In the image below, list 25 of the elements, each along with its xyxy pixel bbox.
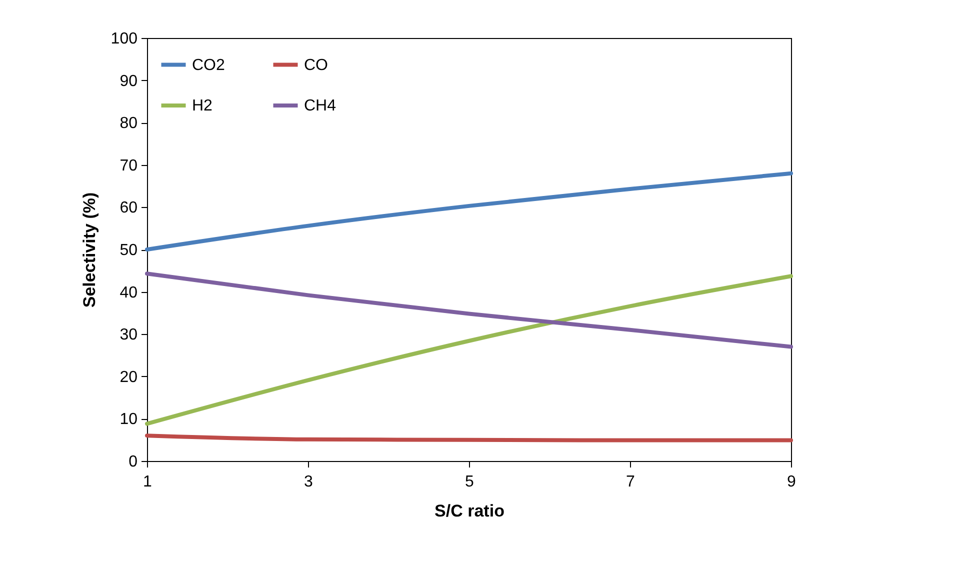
y-tick-label: 80: [120, 115, 138, 132]
line-series: [145, 171, 793, 252]
legend-label: CO: [304, 56, 328, 74]
legend-label: CO2: [192, 56, 225, 74]
x-axis-title: S/C ratio: [434, 502, 504, 520]
y-axis-title: Selectivity (%): [80, 192, 99, 308]
line-series: [145, 272, 793, 349]
x-tick-label: 3: [304, 474, 314, 490]
y-tick-label: 70: [120, 157, 138, 174]
line-series: [145, 274, 793, 426]
y-tick-label: 0: [128, 454, 138, 470]
legend-label: H2: [192, 98, 213, 114]
y-tick-label: 90: [120, 72, 138, 90]
y-tick-label: 30: [120, 326, 138, 344]
y-tick-label: 60: [120, 200, 138, 217]
x-tick-label: 5: [465, 474, 474, 490]
y-tick-label: 40: [120, 284, 138, 302]
y-tick-label: 50: [120, 242, 138, 259]
x-tick-label: 9: [787, 474, 796, 490]
y-tick-label: 100: [110, 30, 138, 48]
x-tick-label: 7: [626, 474, 636, 490]
y-tick-label: 20: [120, 368, 138, 386]
y-tick-label: 10: [120, 411, 138, 428]
legend-label: CH4: [304, 98, 336, 114]
x-tick-label: 1: [143, 474, 152, 490]
